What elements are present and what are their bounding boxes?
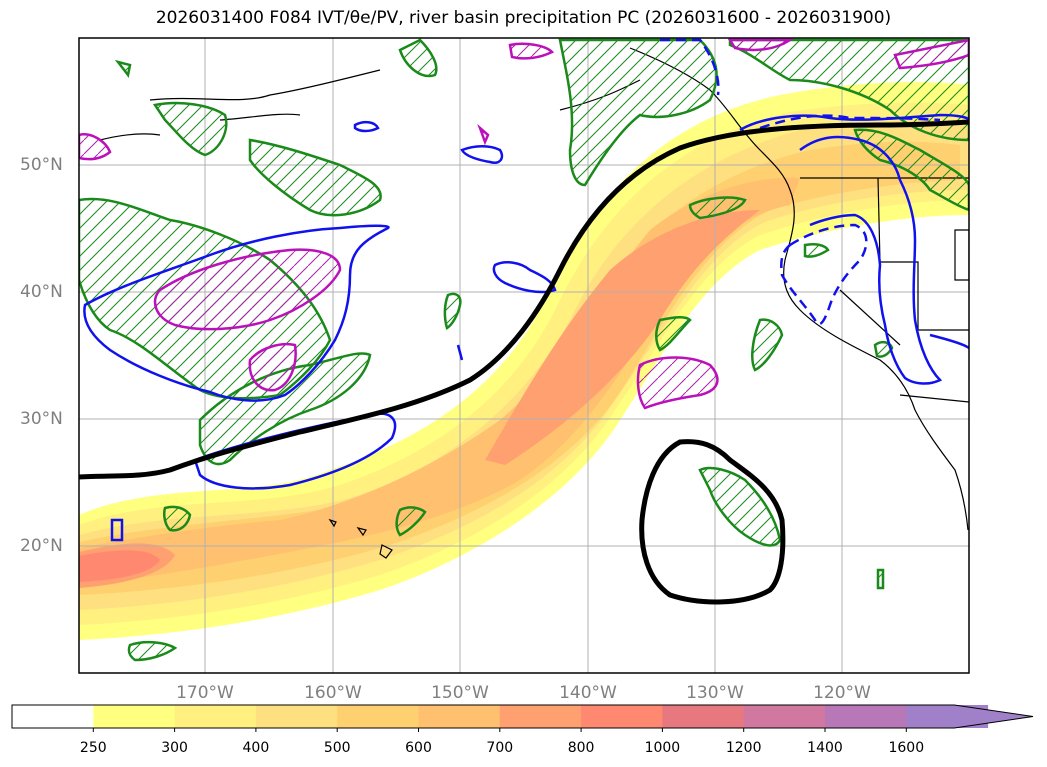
lon-label-160w: 160°W [304,683,362,703]
coastlines [99,47,969,559]
map-frame [78,37,970,674]
colorbar-tick-label: 300 [161,740,188,756]
colorbar-segment [581,705,663,728]
map-title: 2026031400 F084 IVT/θe/PV, river basin p… [155,8,892,28]
lon-label-120w: 120°W [813,683,871,703]
lon-label-140w: 140°W [559,683,617,703]
colorbar-segment [174,705,257,728]
colorbar-tick-label: 1400 [807,740,843,756]
lon-label-150w: 150°W [431,683,489,703]
pv-regions-magenta [79,38,969,410]
colorbar-segment [825,705,907,728]
colorbar-tick-label: 700 [486,740,514,756]
colorbar-tick-label: 250 [79,740,107,756]
lat-label-30: 30°N [20,409,63,429]
colorbar-segment [418,705,501,728]
colorbar-tick-label: 1000 [644,740,681,756]
lon-label-130w: 130°W [686,683,744,703]
lat-label-40: 40°N [20,282,63,302]
colorbar-segment [12,705,94,728]
ivt-filled-contours [79,82,969,640]
colorbar-tick-label: 500 [323,740,351,756]
colorbar-segment [499,705,582,728]
colorbar [11,704,1034,732]
lat-label-20: 20°N [20,536,63,556]
colorbar-segment [93,705,176,728]
colorbar-extend-arrow [906,705,1033,728]
colorbar-tick-label: 400 [242,740,270,756]
colorbar-segment [662,705,745,728]
lon-label-170w: 170°W [176,683,234,703]
colorbar-tick-label: 1200 [725,740,762,756]
colorbar-segment [255,705,338,728]
colorbar-outline [11,704,1034,729]
colorbar-segment [743,705,826,728]
colorbar-tick-label: 800 [567,740,595,756]
colorbar-tick-label: 1600 [888,740,925,756]
map-area [79,38,969,673]
precip-pc-contours [79,119,969,605]
lat-label-50: 50°N [20,155,63,175]
colorbar-segment [337,705,419,728]
colorbar-tick-label: 600 [405,740,432,756]
